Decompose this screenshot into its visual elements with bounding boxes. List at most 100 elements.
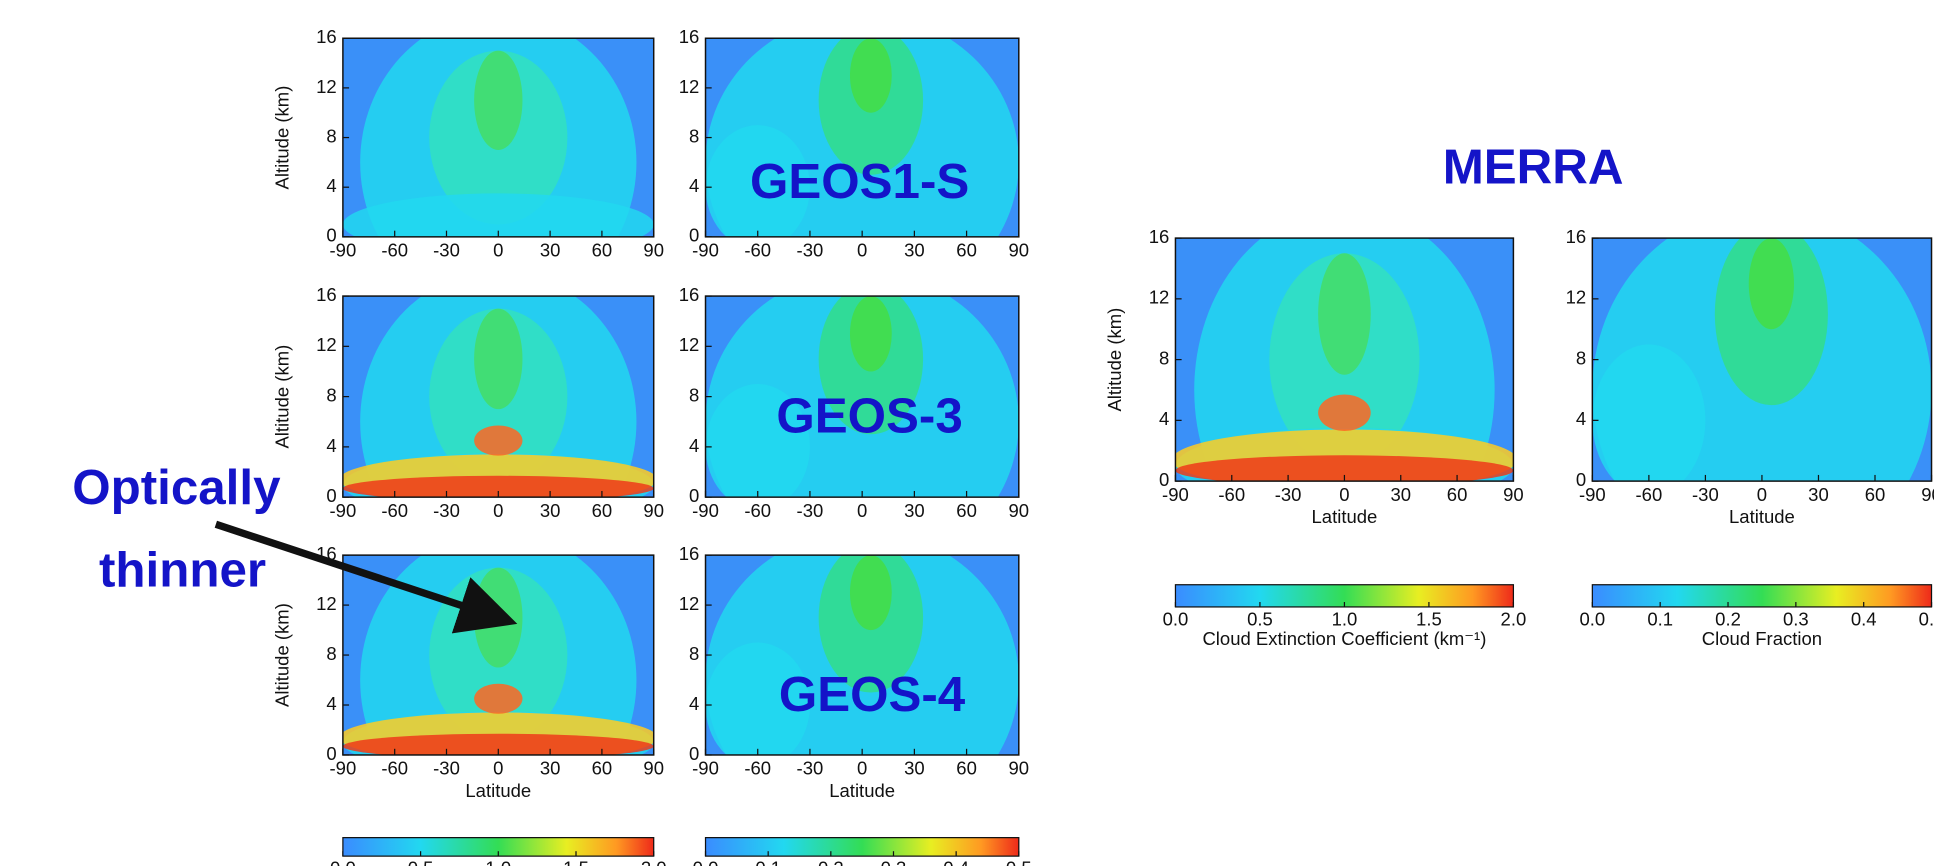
x-tick-label: 30 <box>540 240 561 261</box>
x-tick-label: 60 <box>956 500 977 521</box>
x-tick-label: 30 <box>540 500 561 521</box>
x-tick-label: -90 <box>1579 484 1606 505</box>
x-tick-label: -60 <box>381 240 408 261</box>
x-tick-label: 90 <box>1503 484 1524 505</box>
x-tick-label: 0 <box>857 758 867 779</box>
colorbar-tick-label: 2.0 <box>1501 608 1527 629</box>
colorbar-label: Cloud Fraction <box>1702 628 1822 649</box>
x-tick-label: 60 <box>1447 484 1468 505</box>
colorbar-tick-label: 0.1 <box>1647 608 1673 629</box>
x-tick-label: -90 <box>330 240 357 261</box>
plot: 0 4 8 12 16 -90 -60 -30 0 30 60 90 GEOS-3 <box>679 284 1029 521</box>
contour-fill <box>1592 344 1706 482</box>
colorbar-tick-label: 0.5 <box>408 858 434 866</box>
x-tick-label: 0 <box>857 240 867 261</box>
arrow <box>214 520 518 634</box>
field <box>1175 238 1514 482</box>
contour-fill <box>342 475 654 498</box>
contour-fill <box>705 384 810 498</box>
x-tick-label: -90 <box>692 500 719 521</box>
x-tick-label: 0 <box>493 240 503 261</box>
x-tick-label: 30 <box>904 500 925 521</box>
x-tick-label: 0 <box>493 758 503 779</box>
colorbar-tick-label: 0.0 <box>1579 608 1605 629</box>
y-tick-label: 0 <box>1576 469 1586 490</box>
y-tick-label: 0 <box>326 743 336 764</box>
x-tick-label: -30 <box>433 500 460 521</box>
plot: 0 4 8 12 16 -90 -60 -30 0 30 60 90 GEOS1-S <box>679 26 1030 261</box>
plot: 0 4 8 12 16 -90 -60 -30 0 30 60 90 Latitude GEOS-4 <box>679 543 1030 801</box>
x-tick-label: -30 <box>797 240 824 261</box>
colorbar-fill <box>704 837 1020 857</box>
x-tick-label: 90 <box>1009 240 1030 261</box>
colorbar-tick-label: 0.1 <box>755 858 781 866</box>
y-tick-label: 16 <box>1566 226 1587 247</box>
x-tick-label: -30 <box>1275 484 1302 505</box>
colorbar-tick-label: 0.2 <box>818 858 844 866</box>
contour-fill <box>474 308 523 410</box>
x-tick-label: 60 <box>592 240 613 261</box>
x-tick-label: 0 <box>493 500 503 521</box>
x-tick-label: -90 <box>1162 484 1189 505</box>
y-tick-label: 12 <box>1149 287 1170 308</box>
y-tick-label: 4 <box>326 435 336 456</box>
plot: 0 4 8 12 16 -90 -60 -30 0 30 60 90 Altitude (km) <box>272 26 664 261</box>
y-tick-label: 0 <box>689 743 699 764</box>
y-tick-label: 16 <box>316 26 337 47</box>
y-axis-label: Altitude (km) <box>272 345 293 449</box>
x-tick-label: 90 <box>643 500 664 521</box>
y-tick-label: 8 <box>1159 347 1169 368</box>
x-tick-label: -90 <box>330 758 357 779</box>
y-tick-label: 4 <box>689 175 699 196</box>
contour-fill <box>849 555 892 631</box>
y-tick-label: 16 <box>679 284 700 305</box>
colorbar-label: Cloud Extinction Coefficient (km⁻¹) <box>1202 628 1486 649</box>
colorbar-tick-label: 1.5 <box>1416 608 1442 629</box>
colorbar-tick-label: 1.5 <box>563 858 589 866</box>
contour-fill <box>342 733 654 755</box>
x-tick-label: 90 <box>643 240 664 261</box>
x-tick-label: 90 <box>1009 758 1030 779</box>
y-tick-label: 16 <box>679 26 700 47</box>
colorbar-tick-label: 0.3 <box>881 858 907 866</box>
x-tick-label: -60 <box>381 758 408 779</box>
colorbar-fill <box>1591 584 1933 608</box>
contour-fill <box>474 50 523 150</box>
contour-fill <box>1175 455 1514 482</box>
x-tick-label: 30 <box>1808 484 1829 505</box>
x-tick-label: -90 <box>330 500 357 521</box>
field <box>342 555 654 755</box>
merra-title: MERRA <box>1443 139 1624 194</box>
y-tick-label: 8 <box>326 125 336 146</box>
x-tick-label: 0 <box>857 500 867 521</box>
y-tick-label: 12 <box>679 76 700 97</box>
y-tick-label: 8 <box>326 384 336 405</box>
field <box>705 555 1019 755</box>
x-axis-label: Latitude <box>465 780 531 801</box>
x-tick-label: 30 <box>904 758 925 779</box>
y-tick-label: 12 <box>1566 287 1587 308</box>
x-tick-label: 30 <box>540 758 561 779</box>
y-tick-label: 4 <box>1576 408 1586 429</box>
colorbar-tick-label: 1.0 <box>485 858 511 866</box>
colorbar-tick-label: 0.5 <box>1919 608 1934 629</box>
x-tick-label: 0 <box>1757 484 1767 505</box>
y-tick-label: 8 <box>689 384 699 405</box>
note: Optically <box>72 460 281 515</box>
colorbar: 0.0 0.1 0.2 0.3 0.4 0.5 <box>693 837 1032 866</box>
colorbar: 0.0 0.1 0.2 0.3 0.4 0.5 Cloud Fraction <box>1579 584 1934 649</box>
colorbar-tick-label: 0.0 <box>1163 608 1189 629</box>
y-tick-label: 0 <box>326 485 336 506</box>
colorbar-tick-label: 0.4 <box>943 858 969 866</box>
y-tick-label: 8 <box>326 643 336 664</box>
contour-fill <box>342 193 654 237</box>
contour-fill <box>849 38 892 113</box>
y-tick-label: 0 <box>689 485 699 506</box>
x-tick-label: -90 <box>692 240 719 261</box>
x-tick-label: -30 <box>797 758 824 779</box>
colorbar-tick-label: 0.0 <box>330 858 356 866</box>
y-tick-label: 4 <box>326 175 336 196</box>
field <box>705 296 1019 498</box>
plot: 0 4 8 12 16 -90 -60 -30 0 30 60 90 Altitude (km) <box>272 284 664 521</box>
x-tick-label: 60 <box>592 500 613 521</box>
